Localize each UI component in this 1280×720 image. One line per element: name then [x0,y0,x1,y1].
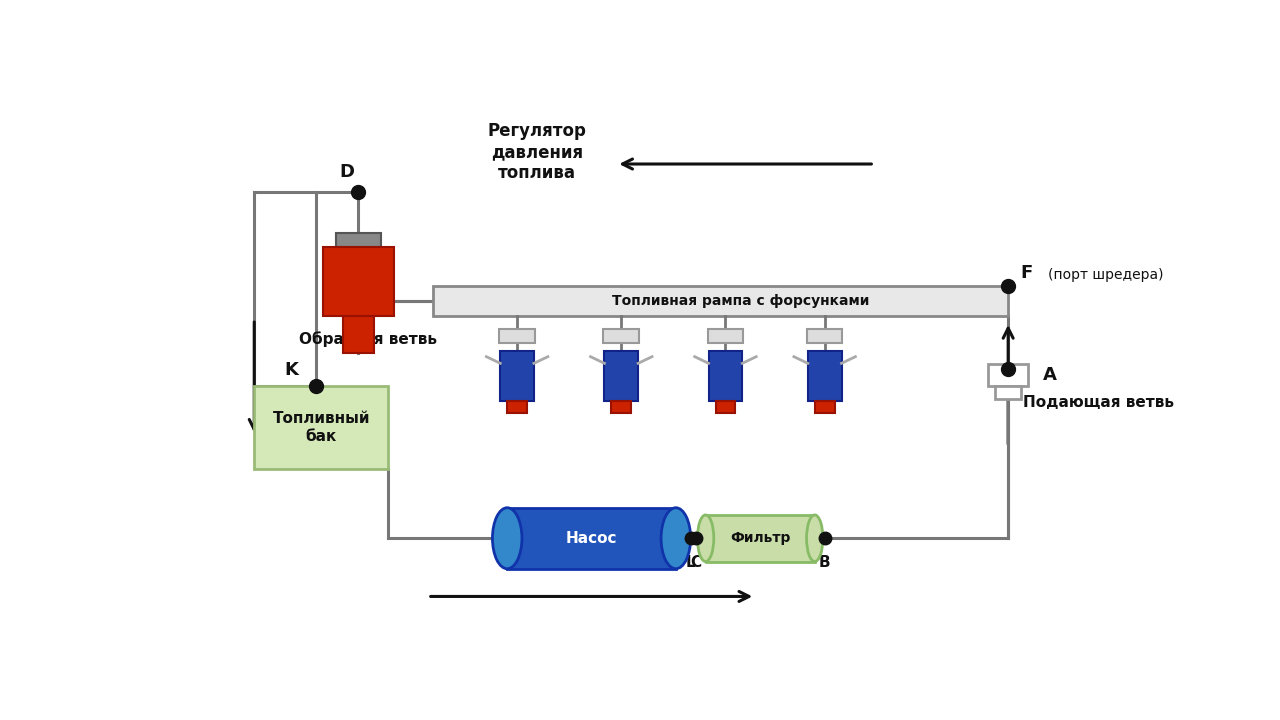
Text: Насос: Насос [566,531,617,546]
Bar [337,233,380,247]
Bar [433,286,1009,317]
Text: Топливный
бак: Топливный бак [273,411,370,444]
Ellipse shape [493,508,522,569]
Text: F: F [1020,264,1032,282]
Bar [996,386,1021,399]
Text: Подающая ветвь: Подающая ветвь [1023,395,1174,410]
Bar [612,401,631,413]
Text: D: D [339,163,355,181]
Bar [988,364,1028,386]
Text: L: L [686,555,695,570]
Bar [716,401,735,413]
Ellipse shape [806,515,823,562]
Text: Топливная рампа с форсунками: Топливная рампа с форсунками [612,294,869,308]
Ellipse shape [660,508,691,569]
Text: (порт шредера): (порт шредера) [1048,268,1164,282]
Bar [604,351,639,401]
Text: A: A [1043,366,1057,384]
Bar [808,351,841,401]
Text: Регулятор
давления
топлива: Регулятор давления топлива [488,122,586,182]
Bar [323,247,394,317]
Bar [603,328,639,343]
Bar [255,386,388,469]
Bar [705,515,814,562]
Bar [806,328,842,343]
Bar [708,328,744,343]
Bar [507,508,676,569]
Bar [815,401,835,413]
Bar [499,328,535,343]
Bar [709,351,742,401]
Text: C: C [690,555,701,570]
Text: Фильтр: Фильтр [730,531,790,545]
Text: K: K [284,361,298,379]
Text: Обратная ветвь: Обратная ветвь [300,330,436,346]
Bar [343,317,374,353]
Bar [507,401,527,413]
Ellipse shape [698,515,714,562]
Text: B: B [819,555,831,570]
Bar [500,351,534,401]
